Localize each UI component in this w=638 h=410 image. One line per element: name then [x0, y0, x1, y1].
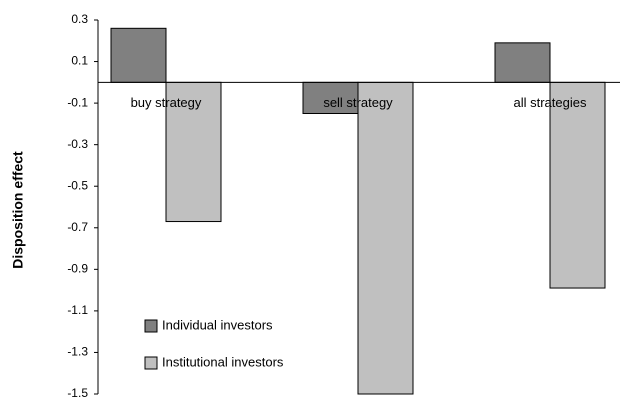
x-tick-label: all strategies: [514, 95, 587, 110]
bar: [357, 81, 414, 395]
y-tick-label: -0.5: [67, 178, 88, 192]
y-tick-label: -1.3: [67, 345, 88, 359]
x-tick-label: buy strategy: [131, 95, 202, 110]
y-tick-label: -0.3: [67, 137, 88, 151]
legend-swatch: [144, 356, 158, 370]
y-tick-label: -1.5: [67, 386, 88, 400]
bar: [110, 27, 167, 83]
bar: [494, 42, 551, 83]
y-tick-label: -0.7: [67, 220, 88, 234]
bar: [549, 81, 606, 289]
x-tick-label: sell strategy: [323, 95, 393, 110]
y-axis-title: Disposition effect: [10, 151, 26, 269]
legend-label: Individual investors: [162, 317, 273, 332]
legend-label: Institutional investors: [162, 354, 284, 369]
y-tick-label: -0.9: [67, 262, 88, 276]
y-tick-label: 0.1: [71, 54, 88, 68]
legend-swatch: [144, 319, 158, 333]
y-tick-label: -0.1: [67, 95, 88, 109]
bar: [165, 81, 222, 223]
y-tick-label: -1.1: [67, 303, 88, 317]
y-tick-label: 0.3: [71, 12, 88, 26]
